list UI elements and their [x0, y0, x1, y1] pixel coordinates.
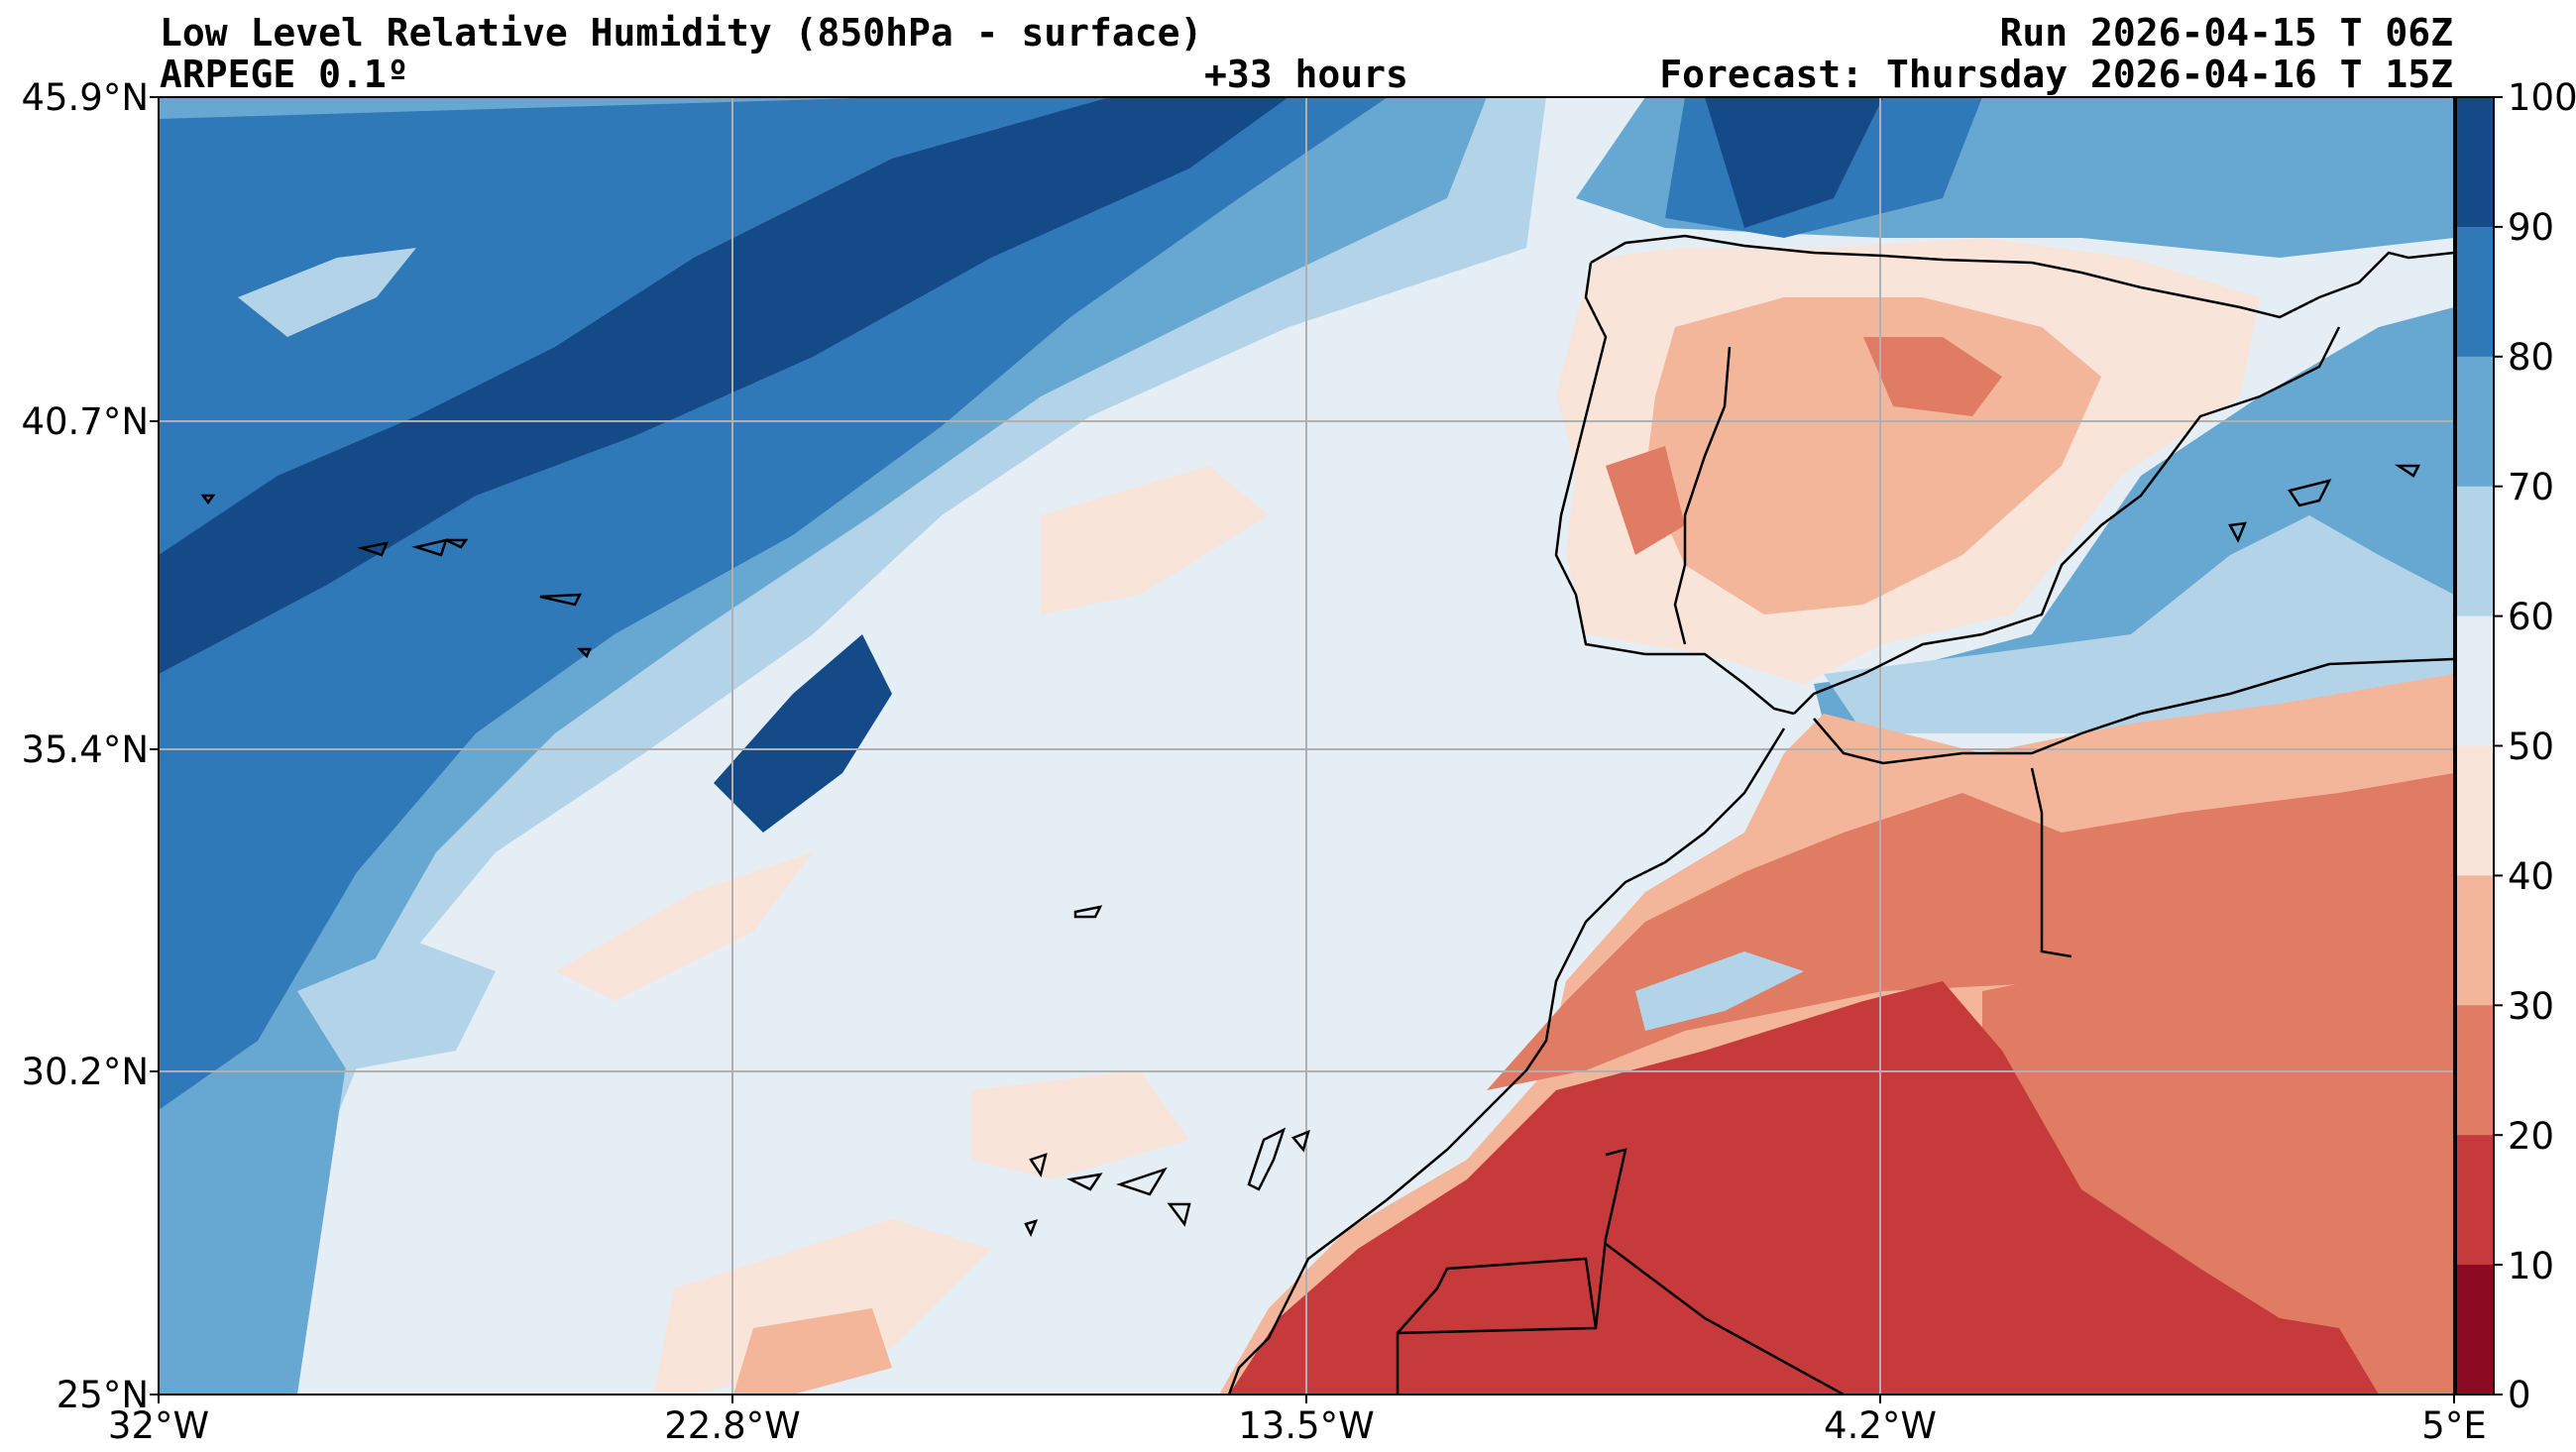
- balearic: [2228, 464, 2421, 543]
- canary-islands: [1024, 1127, 1310, 1238]
- colorbar-frame: [2455, 96, 2495, 1396]
- rh-90-100-streak: [714, 634, 892, 833]
- colorbar-tick-label: 10: [2508, 1245, 2555, 1287]
- colorbar-segment: [2456, 1135, 2494, 1266]
- azores: [200, 494, 592, 659]
- colorbar-tick-label: 90: [2508, 206, 2555, 249]
- coastlines: [200, 234, 2454, 1395]
- borders: [1673, 346, 1732, 645]
- colorbar-tick-label: 100: [2508, 76, 2576, 119]
- colorbar-segment: [2456, 615, 2494, 746]
- colorbar-segment: [2456, 486, 2494, 617]
- colorbar-tick-label: 30: [2508, 985, 2555, 1028]
- y-tick-label: 35.4°N: [21, 728, 149, 771]
- colorbar-tick-label: 60: [2508, 596, 2555, 638]
- colorbar: [2456, 96, 2503, 1396]
- x-tick-label: 4.2°W: [1824, 1404, 1937, 1447]
- y-tick-label: 40.7°N: [21, 400, 149, 443]
- colorbar-segment: [2456, 745, 2494, 876]
- rh-90-100-streak: [159, 97, 1288, 674]
- colorbar-segment: [2456, 875, 2494, 1006]
- colorbar-tick-label: 50: [2508, 726, 2555, 768]
- forecast-time: Forecast: Thursday 2026-04-16 T 15Z: [1659, 53, 2453, 96]
- x-tick-label: 22.8°W: [664, 1404, 801, 1447]
- colorbar-segment: [2456, 1005, 2494, 1136]
- colorbar-tick-label: 40: [2508, 855, 2555, 898]
- graticule: [159, 97, 2454, 1395]
- colorbar-tick-label: 70: [2508, 466, 2555, 508]
- colorbar-segment: [2456, 356, 2494, 488]
- lead-time: +33 hours: [1204, 53, 1408, 96]
- y-tick-label: 25°N: [56, 1374, 149, 1416]
- x-tick-label: 5°E: [2421, 1404, 2487, 1447]
- map-field: [159, 97, 2454, 1395]
- model-name: ARPEGE 0.1º: [160, 53, 409, 96]
- y-tick-label: 45.9°N: [21, 76, 149, 119]
- rh-sahara: [1229, 981, 2379, 1395]
- colorbar-tick-label: 0: [2508, 1374, 2531, 1416]
- map-title: Low Level Relative Humidity (850hPa - su…: [160, 11, 1203, 55]
- x-tick-label: 13.5°W: [1238, 1404, 1375, 1447]
- rh-80-90-band: [159, 97, 1388, 1110]
- run-time: Run 2026-04-15 T 06Z: [1999, 11, 2453, 55]
- colorbar-segment: [2456, 1265, 2494, 1396]
- colorbar-tick-label: 80: [2508, 336, 2555, 379]
- colorbar-tick-label: 20: [2508, 1115, 2555, 1158]
- x-tick-label: 32°W: [107, 1404, 210, 1447]
- colorbar-segment: [2456, 226, 2494, 358]
- madeira: [1073, 905, 1103, 919]
- y-tick-label: 30.2°N: [21, 1051, 149, 1093]
- colorbar-segment: [2456, 97, 2494, 228]
